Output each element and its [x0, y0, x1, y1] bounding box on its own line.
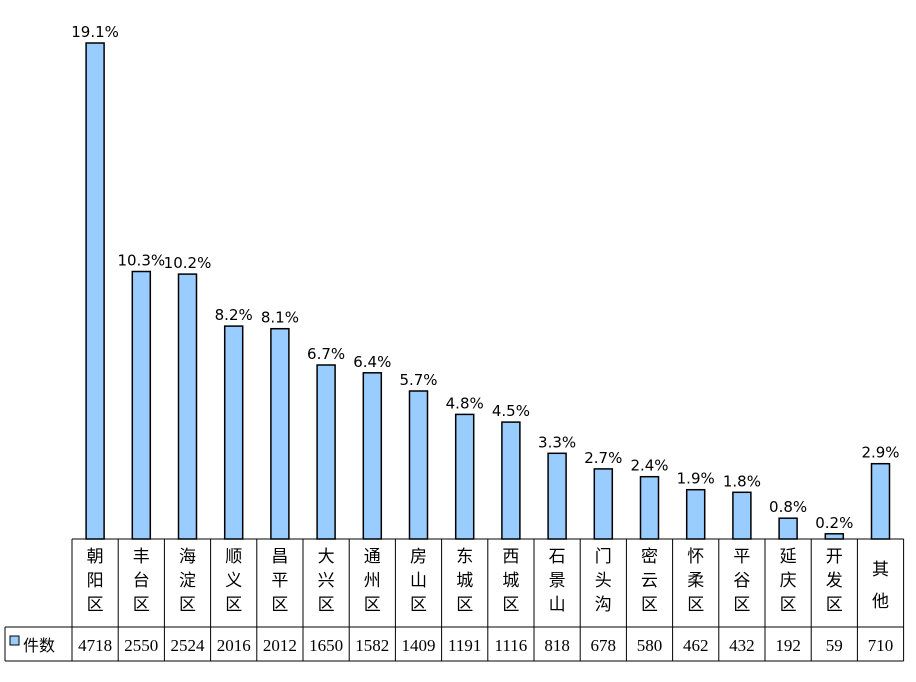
count-label-1: 2550 [124, 636, 158, 655]
category-label-11: 门头沟 [595, 547, 612, 615]
value-labels-layer: 19.1% 10.3%10.2% 8.2% 8.1% 6.7% 6.4% 5.7% 4.8% 4… [71, 23, 899, 532]
bar-7 [408, 390, 429, 540]
count-labels-layer: 4718 2550 2524 2016 2012 1650 1582 1409 1191 1116… [78, 636, 893, 655]
count-label-2: 2524 [171, 636, 206, 655]
category-label-14: 平谷区 [733, 547, 750, 615]
value-label-13: 1.9% [677, 470, 715, 488]
value-label-14: 1.8% [723, 472, 761, 490]
bar-14 [732, 491, 752, 540]
count-label-17: 710 [868, 636, 894, 655]
count-label-15: 192 [775, 636, 801, 655]
count-label-11: 678 [591, 636, 617, 655]
count-label-5: 1650 [309, 636, 343, 655]
category-label-13: 怀柔区 [687, 547, 704, 615]
category-label-16: 开发区 [826, 547, 843, 615]
count-label-0: 4718 [78, 636, 112, 655]
bar-12 [639, 475, 660, 540]
bar-1 [131, 270, 152, 540]
value-label-17: 2.9% [861, 444, 899, 462]
category-label-0: 朝阳区 [87, 547, 104, 615]
value-label-4: 8.1% [261, 309, 299, 327]
category-label-15: 延庆区 [780, 547, 797, 615]
category-label-5: 大兴区 [318, 547, 335, 615]
legend-label-count: 件数 [23, 636, 55, 655]
category-label-17: 其他 [872, 560, 889, 612]
count-label-7: 1409 [402, 636, 436, 655]
bar-9 [501, 421, 521, 540]
bar-4 [270, 327, 290, 540]
category-label-9: 西城区 [502, 547, 519, 615]
bar-17 [870, 462, 891, 540]
bar-15 [778, 517, 798, 540]
count-label-16: 59 [826, 636, 843, 655]
bar-2 [177, 273, 198, 540]
legend-swatch [9, 635, 20, 646]
bar-5 [316, 364, 336, 540]
value-label-1: 10.3% [117, 252, 165, 270]
category-labels-layer: 朝阳区 丰台区 海淀区 顺义区 昌平区 大兴区 通州区 房山区 东城区 西城区 石景山 门头沟 密云区 怀… [87, 547, 889, 615]
value-label-5: 6.7% [307, 345, 345, 363]
bars-layer [85, 42, 891, 540]
count-label-8: 1191 [448, 636, 481, 655]
value-label-7: 5.7% [399, 371, 437, 389]
bar-13 [685, 488, 706, 540]
value-label-10: 3.3% [538, 433, 576, 451]
count-label-6: 1582 [355, 636, 389, 655]
count-label-13: 462 [683, 636, 709, 655]
value-label-9: 4.5% [492, 402, 530, 420]
value-label-3: 8.2% [215, 306, 253, 324]
count-label-12: 580 [637, 636, 663, 655]
bar-10 [547, 452, 567, 540]
bar-16 [824, 533, 845, 540]
count-label-14: 432 [729, 636, 755, 655]
value-label-12: 2.4% [630, 457, 668, 475]
count-label-3: 2016 [217, 636, 251, 655]
value-label-15: 0.8% [769, 498, 807, 516]
value-label-0: 19.1% [71, 23, 119, 41]
value-label-6: 6.4% [353, 353, 391, 371]
data-table [4, 538, 905, 662]
value-label-11: 2.7% [584, 449, 622, 467]
value-label-16: 0.2% [815, 514, 853, 532]
category-label-4: 昌平区 [271, 547, 288, 615]
category-label-2: 海淀区 [179, 547, 196, 615]
count-label-4: 2012 [263, 636, 297, 655]
category-label-3: 顺义区 [225, 547, 242, 615]
bar-11 [593, 468, 614, 540]
category-label-12: 密云区 [641, 547, 658, 615]
count-label-10: 818 [544, 636, 570, 655]
bar-3 [223, 325, 244, 540]
count-label-9: 1116 [495, 636, 528, 655]
bar-8 [454, 413, 475, 540]
category-label-6: 通州区 [364, 547, 381, 615]
value-label-8: 4.8% [446, 394, 484, 412]
category-label-7: 房山区 [410, 547, 427, 615]
category-label-1: 丰台区 [133, 547, 150, 615]
bar-6 [362, 372, 383, 540]
legend: 件数 [9, 635, 55, 655]
category-label-10: 石景山 [549, 547, 566, 615]
bar-0 [85, 42, 105, 540]
category-label-8: 东城区 [456, 547, 473, 615]
value-label-2: 10.2% [164, 254, 212, 272]
